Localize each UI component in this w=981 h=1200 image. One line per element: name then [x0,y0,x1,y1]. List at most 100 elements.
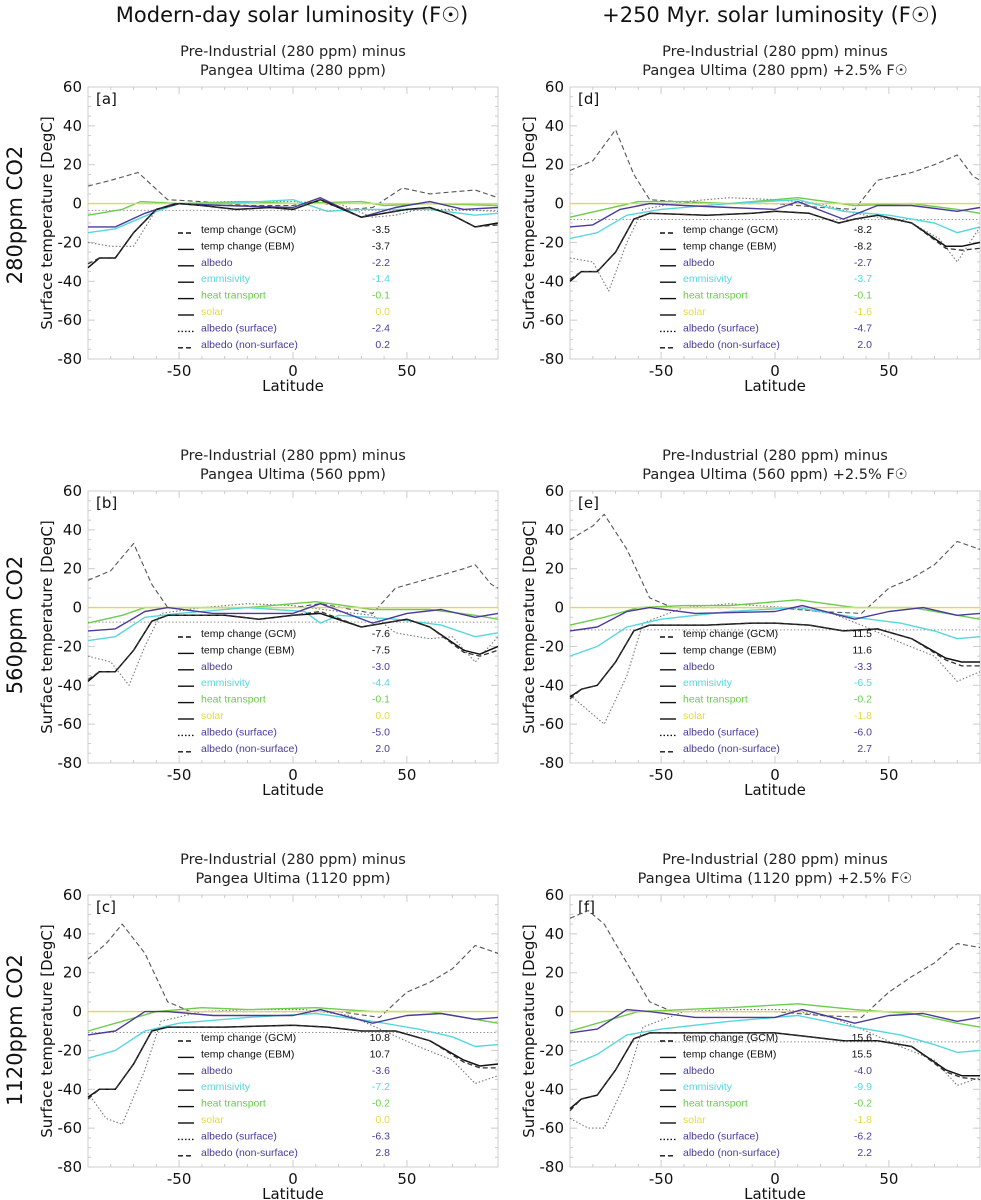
legend-label: heat transport [201,1098,266,1110]
y-tick-label: 0 [554,195,564,213]
x-tick-label: 50 [397,766,416,784]
legend-label: albedo [201,661,233,673]
y-tick-label: -60 [540,715,565,733]
series-line-albedo [569,200,981,228]
legend-value: -1.4 [372,273,390,285]
x-tick-label: 50 [879,766,898,784]
legend-label: emmisivity [683,677,733,689]
legend-value: -6.5 [854,677,872,689]
series-line-emissivity [87,1012,499,1059]
plot-frame [87,894,499,1168]
legend-value: 10.8 [370,1032,391,1044]
y-tick-label: -20 [540,1041,565,1059]
legend-value: -2.7 [854,257,872,269]
legend-label: albedo (surface) [201,726,277,738]
legend-value: -2.4 [372,322,390,334]
legend-label: emmisivity [201,273,251,285]
legend-value: -1.8 [854,710,872,722]
y-tick-label: 60 [545,886,564,904]
legend-value: 11.5 [852,628,872,640]
legend-label: albedo [683,1065,715,1077]
series-line-heat-transport [87,200,499,216]
legend-value: -6.3 [372,1130,390,1142]
y-tick-label: -60 [58,1119,83,1137]
plot-frame [569,894,981,1168]
legend-label: temp change (EBM) [201,240,294,252]
series-line-albedo [87,1008,499,1036]
y-axis-label: Surface temperature [DegC] [520,924,538,1137]
panel-label: [f] [578,898,595,916]
y-tick-label: 0 [554,1003,564,1021]
legend-value: -6.2 [854,1130,872,1142]
series-line-albedo-surface [569,1009,981,1129]
legend-value: 10.7 [370,1048,391,1060]
legend-label: heat transport [201,694,266,706]
y-tick-label: -60 [58,311,83,329]
legend-label: albedo (non-surface) [683,1147,780,1159]
legend-value: -7.5 [372,644,390,656]
legend-label: heat transport [201,290,266,302]
y-tick-label: 0 [72,599,82,617]
legend-value: -3.6 [372,1065,390,1077]
y-tick-label: -60 [540,1119,565,1137]
legend-label: albedo (surface) [201,1130,277,1142]
panel-title-line: Pangea Ultima (1120 ppm) [195,871,390,887]
y-tick-label: -80 [540,1158,565,1176]
x-tick-label: -50 [167,362,192,380]
legend-label: albedo (surface) [201,322,277,334]
x-axis-label: Latitude [744,377,806,395]
legend-label: emmisivity [683,273,733,285]
legend-value: 0.2 [375,339,390,351]
panel-title-line: Pangea Ultima (280 ppm) [200,63,386,79]
legend-value: -1.6 [854,306,872,318]
x-tick-label: 0 [770,362,780,380]
y-axis-label: Surface temperature [DegC] [38,520,56,733]
panel-b: Pre-Industrial (280 ppm) minus Pangea Ult… [38,448,499,799]
legend-value: -3.7 [854,273,872,285]
series-line-gcm [569,1032,981,1112]
legend-value: -3.7 [372,240,390,252]
legend-value: -0.2 [372,1098,390,1110]
legend-label: temp change (EBM) [683,644,776,656]
panel-title-line: Pangea Ultima (560 ppm) [200,467,386,483]
legend-value: -6.0 [854,726,872,738]
y-tick-label: -80 [58,350,83,368]
series-line-gcm [569,210,981,280]
legend-label: emmisivity [201,1081,251,1093]
series-line-gcm [87,199,499,265]
legend-label: albedo (non-surface) [683,339,780,351]
legend-label: albedo (non-surface) [683,743,780,755]
column-header-modern: Modern-day solar luminosity (F☉) [116,3,468,27]
panel-title-line: Pre-Industrial (280 ppm) minus [180,852,406,868]
legend-label: albedo (surface) [683,322,759,334]
panel-label: [c] [96,898,116,916]
legend-value: 2.8 [375,1147,390,1159]
legend-label: temp change (EBM) [201,1048,294,1060]
legend-value: -7.2 [372,1081,390,1093]
y-tick-label: 20 [545,560,564,578]
legend-label: solar [201,306,224,318]
legend-value: -2.2 [372,257,390,269]
x-axis-label: Latitude [262,1185,324,1200]
legend-label: albedo [201,1065,233,1077]
series-line-emissivity [569,1014,981,1067]
y-tick-label: 0 [72,1003,82,1021]
x-tick-label: 50 [397,362,416,380]
legend-value: 15.6 [852,1032,873,1044]
y-tick-label: 40 [545,925,564,943]
legend-label: albedo (non-surface) [201,1147,298,1159]
series-line-albedo-surface [87,603,499,686]
legend-label: temp change (EBM) [201,644,294,656]
legend-value: 15.5 [852,1048,873,1060]
legend-label: heat transport [683,1098,748,1110]
legend-label: albedo [683,661,715,673]
series-line-albedo-non-surface [87,923,499,1018]
legend-label: albedo (non-surface) [201,339,298,351]
panel-title-line: Pre-Industrial (280 ppm) minus [662,852,888,868]
y-tick-label: 60 [545,482,564,500]
panel-label: [b] [96,494,117,512]
legend-value: -3.0 [372,661,390,673]
legend-value: -0.1 [854,290,872,302]
y-tick-label: 40 [545,117,564,135]
